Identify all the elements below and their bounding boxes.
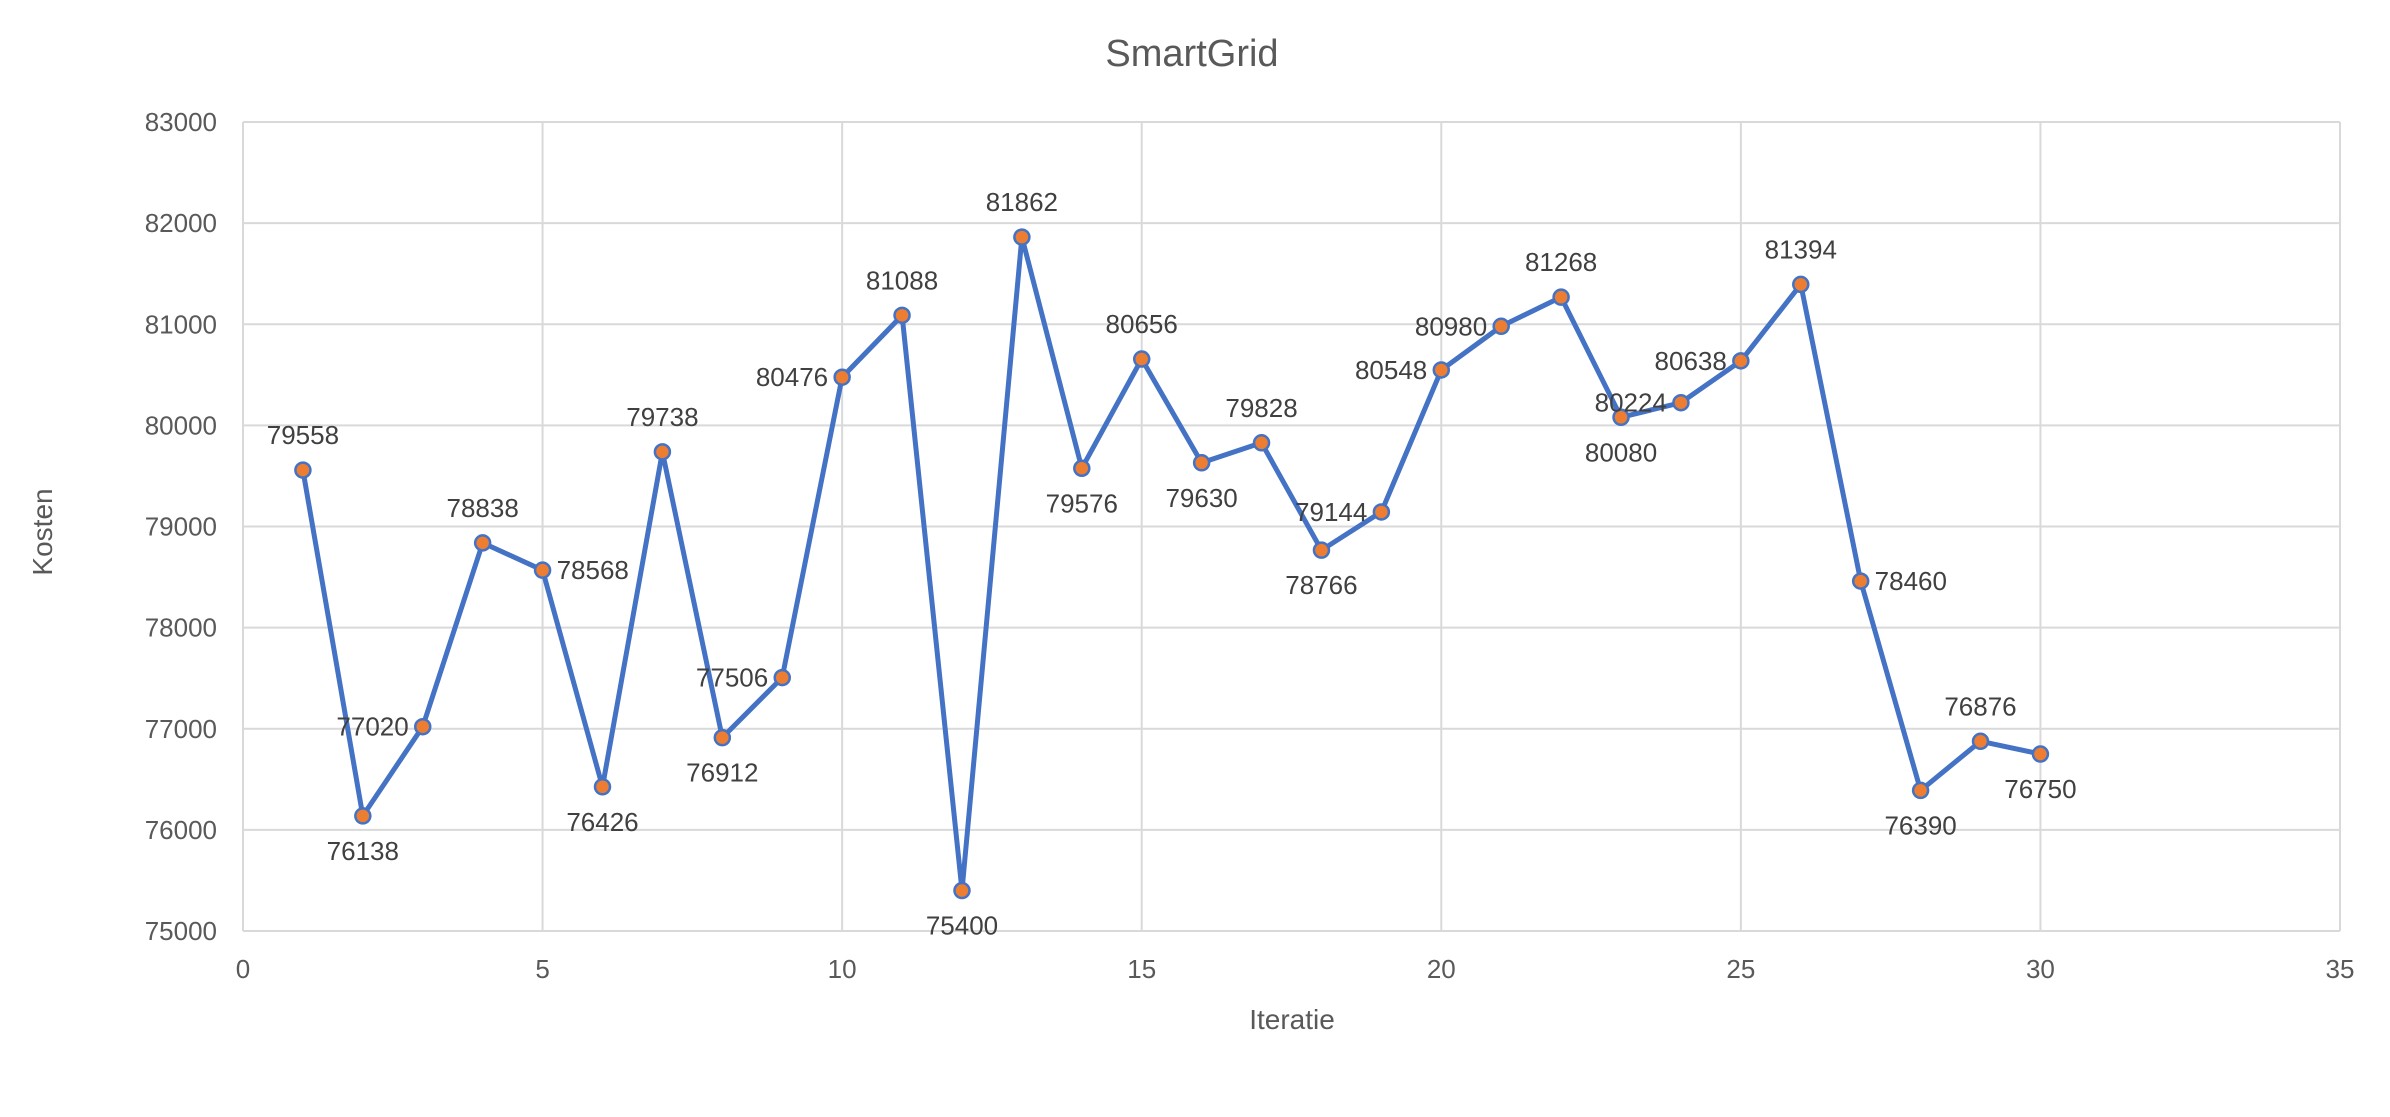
data-point — [833, 368, 851, 386]
x-tick-label: 35 — [2326, 954, 2355, 984]
series-line — [300, 234, 2041, 893]
x-tick-label: 25 — [1726, 954, 1755, 984]
data-label: 81088 — [866, 265, 938, 295]
data-label: 79738 — [626, 402, 698, 432]
data-label: 80548 — [1355, 355, 1427, 385]
data-label: 77020 — [336, 712, 408, 742]
data-label: 79630 — [1165, 483, 1237, 513]
data-label: 79576 — [1046, 488, 1118, 518]
x-tick-label: 20 — [1427, 954, 1456, 984]
chart-title: SmartGrid — [1105, 33, 1278, 75]
y-tick-label: 80000 — [145, 410, 217, 440]
data-label: 81862 — [986, 187, 1058, 217]
data-point — [473, 534, 492, 552]
data-point — [294, 461, 312, 479]
data-label: 78838 — [447, 493, 519, 523]
data-point — [2031, 745, 2050, 763]
data-label: 78568 — [557, 555, 629, 585]
data-label: 76750 — [2004, 774, 2076, 804]
y-tick-label: 78000 — [145, 613, 217, 643]
data-point — [1552, 288, 1570, 306]
data-label: 80080 — [1585, 437, 1657, 467]
data-point — [1612, 408, 1630, 427]
data-point — [1732, 352, 1750, 370]
data-label: 76390 — [1884, 810, 1956, 840]
y-tick-label: 76000 — [145, 815, 217, 845]
x-tick-label: 30 — [2026, 954, 2055, 984]
y-tick-label: 81000 — [145, 309, 217, 339]
data-point — [653, 443, 672, 461]
data-label: 76426 — [566, 807, 638, 837]
y-axis-label: Kosten — [27, 488, 58, 575]
data-label: 80980 — [1415, 311, 1487, 341]
data-point — [893, 306, 911, 325]
data-point — [1672, 393, 1690, 412]
x-tick-label: 10 — [828, 954, 857, 984]
data-point — [1312, 541, 1331, 559]
data-point — [354, 807, 372, 825]
data-label: 79144 — [1295, 497, 1367, 527]
x-tick-label: 0 — [236, 954, 250, 984]
data-point — [1492, 317, 1510, 336]
data-point — [953, 881, 971, 900]
gridlines — [242, 121, 2341, 932]
data-label: 79558 — [267, 420, 339, 450]
data-point — [1013, 228, 1031, 246]
series — [294, 228, 2050, 900]
data-point — [773, 668, 791, 687]
data-label: 76876 — [1944, 691, 2016, 721]
data-point — [1192, 454, 1211, 472]
data-point — [1432, 361, 1451, 379]
data-label: 80476 — [756, 362, 828, 392]
axis-ticks: 75000 76000 77000 78000 79000 80000 81000 82000… — [145, 107, 2355, 984]
data-point — [1132, 350, 1151, 368]
data-point — [533, 561, 552, 579]
data-point — [1851, 572, 1870, 590]
data-point — [413, 717, 432, 736]
data-point — [1073, 459, 1091, 478]
data-label: 79828 — [1225, 393, 1297, 423]
data-label: 78766 — [1285, 570, 1357, 600]
data-label: 80656 — [1106, 309, 1178, 339]
data-point — [1372, 503, 1391, 521]
data-label: 75400 — [926, 911, 998, 941]
data-point — [1792, 275, 1810, 294]
data-point — [1911, 781, 1930, 800]
x-axis-label: Iteratie — [1249, 1004, 1335, 1035]
data-point — [713, 728, 732, 747]
data-label: 78460 — [1875, 566, 1947, 596]
data-label: 76912 — [686, 758, 758, 788]
data-label: 81268 — [1525, 247, 1597, 277]
y-tick-label: 77000 — [145, 714, 217, 744]
data-point — [1252, 434, 1271, 452]
y-tick-label: 82000 — [145, 208, 217, 238]
data-labels: 79558 76138 77020 78838 78568 76426 79738 76912… — [267, 187, 2077, 940]
data-label: 77506 — [696, 663, 768, 693]
data-point — [593, 778, 612, 796]
y-tick-label: 83000 — [145, 107, 217, 137]
y-tick-label: 79000 — [145, 512, 217, 542]
data-label: 80638 — [1655, 346, 1727, 376]
data-label: 80224 — [1595, 388, 1667, 418]
y-tick-label: 75000 — [145, 916, 217, 946]
x-tick-label: 5 — [535, 954, 549, 984]
data-label: 76138 — [327, 836, 399, 866]
x-tick-label: 15 — [1127, 954, 1156, 984]
data-point — [1971, 732, 1990, 751]
data-label: 81394 — [1765, 234, 1837, 264]
